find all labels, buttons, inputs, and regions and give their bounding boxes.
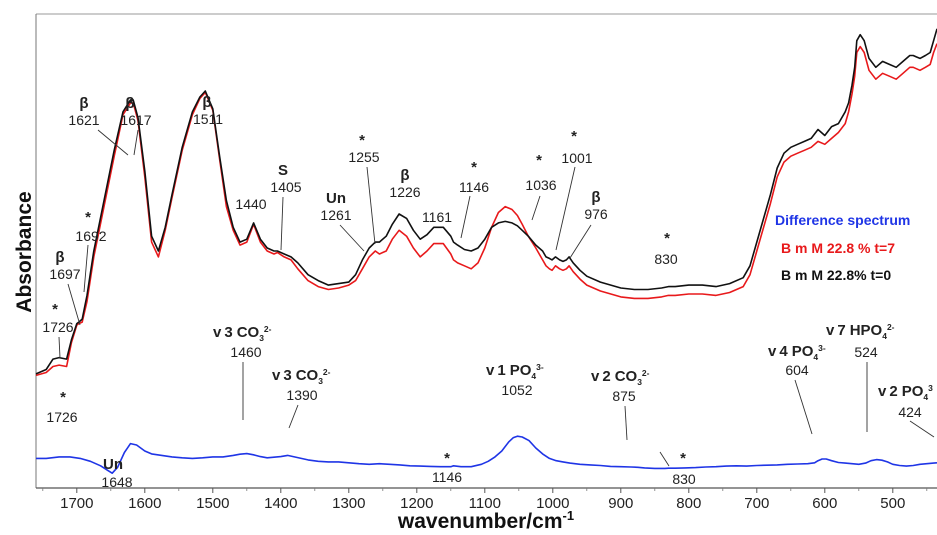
annotation-label: 1617 <box>120 112 151 128</box>
annotation-label: 424 <box>898 404 922 420</box>
annotation-marker: Un <box>103 456 123 473</box>
annotation-label: 1255 <box>348 149 379 165</box>
legend-difference: Difference spectrum <box>775 212 910 228</box>
annotation-label: 830 <box>672 471 696 487</box>
annotation-marker: v 3 CO32- <box>213 324 272 343</box>
annotation-marker: v 3 CO32- <box>272 367 331 386</box>
annotation-marker: Un <box>326 190 346 207</box>
x-axis-label-text: wavenumber/cm <box>397 510 563 533</box>
annotation-label: 1726 <box>46 409 77 425</box>
x-tick-label: 1100 <box>469 495 501 512</box>
series-line-difference-spectrum <box>36 435 937 474</box>
legend-t0: B m M 22.8% t=0 <box>781 267 891 283</box>
upper-annotations: β 1621 β 1617 β 1511 S 1405 1440 Un 1261… <box>42 94 678 359</box>
annotation-marker: v 1 PO43- <box>486 362 544 381</box>
annotation-label: 1001 <box>561 150 592 166</box>
annotation-marker: β <box>400 167 409 184</box>
legend-t7: B m M 22.8 % t=7 <box>781 240 895 256</box>
lower-leader-lines <box>242 362 935 467</box>
x-tick-label: 1300 <box>332 495 365 512</box>
x-tick-label: 1700 <box>60 495 93 512</box>
x-tick-label: 700 <box>744 495 769 512</box>
x-tick-label: 900 <box>608 495 633 512</box>
annotation-marker: β <box>79 95 88 112</box>
series-line-b-m-m-22-8-t-0 <box>35 28 937 375</box>
annotation-label: 1460 <box>230 344 261 360</box>
annotation-marker: * <box>85 209 91 226</box>
annotation-label: 1726 <box>42 319 73 335</box>
annotation-marker: v 2 PO43 <box>878 383 933 402</box>
annotation-marker: * <box>444 450 450 467</box>
annotation-label: 1161 <box>422 209 452 225</box>
x-tick-label: 1000 <box>536 495 569 512</box>
annotation-label: 1036 <box>525 177 556 193</box>
annotation-label: 830 <box>654 251 678 267</box>
annotation-marker: β <box>202 94 211 111</box>
legend: Difference spectrum B m M 22.8 % t=7 B m… <box>775 212 910 283</box>
annotation-label: 875 <box>612 388 636 404</box>
annotation-label: 1146 <box>459 179 489 195</box>
annotation-marker: S <box>278 162 288 179</box>
annotation-marker: * <box>536 152 542 169</box>
upper-leader-lines <box>58 129 592 359</box>
annotation-marker: * <box>471 159 477 176</box>
annotation-marker: v 7 HPO42- <box>826 322 895 341</box>
x-tick-label: 1400 <box>264 495 297 512</box>
annotation-label: 1052 <box>501 382 532 398</box>
annotation-marker: * <box>60 389 66 406</box>
annotation-label: 1648 <box>101 474 132 490</box>
annotation-label: 1146 <box>432 469 462 485</box>
annotation-marker: v 2 CO32- <box>591 368 650 387</box>
annotation-label: 524 <box>854 344 878 360</box>
x-tick-label: 1500 <box>196 495 229 512</box>
annotation-marker: * <box>571 128 577 145</box>
lower-annotations: * 1726 Un 1648 v 3 CO32- 1460 v 3 CO32- 1390… <box>46 322 935 490</box>
annotation-label: 1226 <box>389 184 420 200</box>
annotation-label: 1511 <box>193 111 223 127</box>
x-axis-label: wavenumber/cm-1 <box>397 508 574 533</box>
annotation-label: 1440 <box>235 196 266 212</box>
x-tick-label: 600 <box>812 495 837 512</box>
annotation-label: 1692 <box>75 228 106 244</box>
annotation-marker: β <box>591 189 600 206</box>
annotation-label: 1390 <box>286 387 317 403</box>
annotation-marker: β <box>125 95 134 112</box>
x-tick-label: 1200 <box>400 495 433 512</box>
annotation-marker: v 4 PO43- <box>768 343 826 362</box>
annotation-label: 604 <box>785 362 809 378</box>
x-axis-ticks: 1700 1600 1500 1400 1300 1200 1100 1000 900 800 70… <box>42 488 928 512</box>
x-axis-label-sup: -1 <box>563 508 575 523</box>
x-tick-label: 1600 <box>128 495 161 512</box>
annotation-label: 1261 <box>320 207 351 223</box>
annotation-label: 1405 <box>270 179 301 195</box>
x-tick-label: 500 <box>880 495 905 512</box>
series-line-b-m-m-22-8-t-7 <box>35 43 937 377</box>
annotation-label: 976 <box>584 206 608 222</box>
annotation-label: 1697 <box>49 266 80 282</box>
annotation-marker: * <box>52 301 58 318</box>
x-tick-label: 800 <box>676 495 701 512</box>
annotation-label: 1621 <box>68 112 99 128</box>
series-layer <box>35 28 937 474</box>
annotation-marker: * <box>680 450 686 467</box>
annotation-marker: β <box>55 249 64 266</box>
annotation-marker: * <box>359 132 365 149</box>
y-axis-label: Absorbance <box>13 191 36 312</box>
annotation-marker: * <box>664 230 670 247</box>
